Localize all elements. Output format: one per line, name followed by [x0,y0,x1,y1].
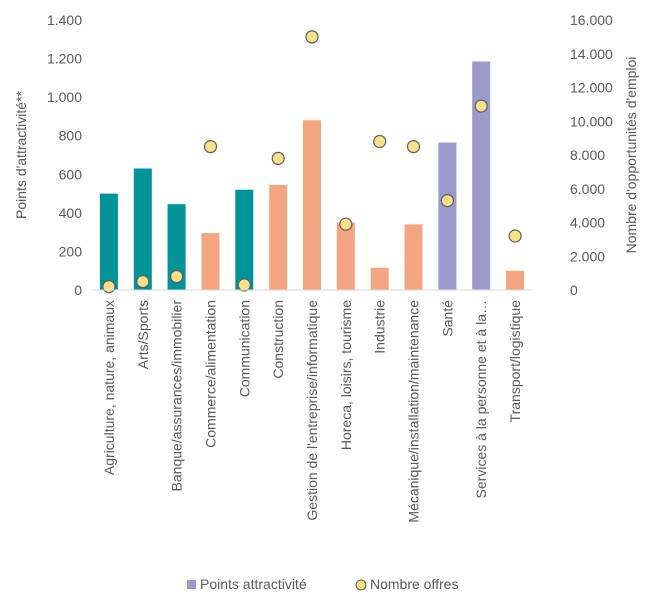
bar [303,120,321,290]
legend: Points attractivité Nombre offres [187,576,458,592]
left-tick-label: 600 [59,166,83,182]
right-tick-label: 2.000 [570,248,605,264]
marker-point [508,229,522,243]
right-tick-label: 8.000 [570,147,605,163]
category-label: Horeca, loisirs, tourisme [338,300,354,450]
marker-point [170,269,184,284]
marker-point [440,194,454,208]
left-tick-label: 800 [59,128,83,144]
bar [167,204,186,290]
bar [235,189,254,290]
category-label: Communication [236,300,252,397]
marker-point [237,278,251,292]
category-label: Services à la personne et à la… [473,300,489,498]
category-label: Mécanique/installation/maintenance [406,300,422,523]
legend-swatch-markers [355,579,367,591]
left-tick-label: 1.400 [47,12,82,28]
marker-series [102,30,522,294]
marker-point [271,151,285,165]
category-label: Banque/assurances/immobilier [169,300,185,492]
bar [472,61,491,290]
right-axis-title: Nombre d'opportunités d'emploi [623,57,639,254]
category-label: Industrie [372,300,388,354]
marker-point [373,134,387,149]
bar [404,224,423,290]
marker-point [406,140,421,154]
category-label: Agriculture, nature, animaux [101,300,117,475]
left-axis-ticks: 0 200 400 600 800 1.000 1.200 1.400 [47,12,82,298]
right-tick-label: 6.000 [570,181,605,197]
marker-point [305,30,319,44]
left-axis-title: Points d'attractivité** [13,90,29,219]
legend-swatch-bars [187,580,196,589]
right-axis-ticks: 0 2.000 4.000 6.000 8.000 10.000 12.000 14.000 1… [570,12,613,298]
marker-point [136,275,150,289]
category-label: Gestion de l'entreprise/informatique [304,300,320,521]
bar [336,222,355,290]
right-tick-label: 10.000 [570,113,613,129]
category-label: Arts/Sports [135,300,151,369]
marker-point [339,217,353,231]
bar [370,267,389,290]
bar [201,233,220,290]
category-labels: Agriculture, nature, animaux Arts/Sports B… [101,300,523,523]
right-tick-label: 0 [570,282,578,298]
category-label: Construction [270,300,286,379]
left-tick-label: 400 [59,205,83,221]
left-tick-label: 200 [59,243,83,259]
left-tick-label: 0 [74,282,82,298]
right-tick-label: 4.000 [570,215,605,231]
bar-series [99,61,525,290]
bar [438,142,457,290]
category-label: Santé [439,300,455,337]
marker-point [474,99,488,113]
right-tick-label: 14.000 [570,46,613,62]
category-label: Transport/logistique [507,300,523,423]
marker-point [203,140,218,154]
category-label: Commerce/alimentation [203,300,219,448]
marker-point [102,280,116,294]
right-tick-label: 12.000 [570,80,613,96]
bar [99,193,118,290]
legend-label-bars: Points attractivité [200,576,307,592]
bar [133,168,152,290]
bar [269,184,288,290]
left-tick-label: 1.200 [47,51,82,67]
bar [506,270,525,290]
legend-label-markers: Nombre offres [370,576,458,592]
right-tick-label: 16.000 [570,12,613,28]
left-tick-label: 1.000 [47,89,82,105]
